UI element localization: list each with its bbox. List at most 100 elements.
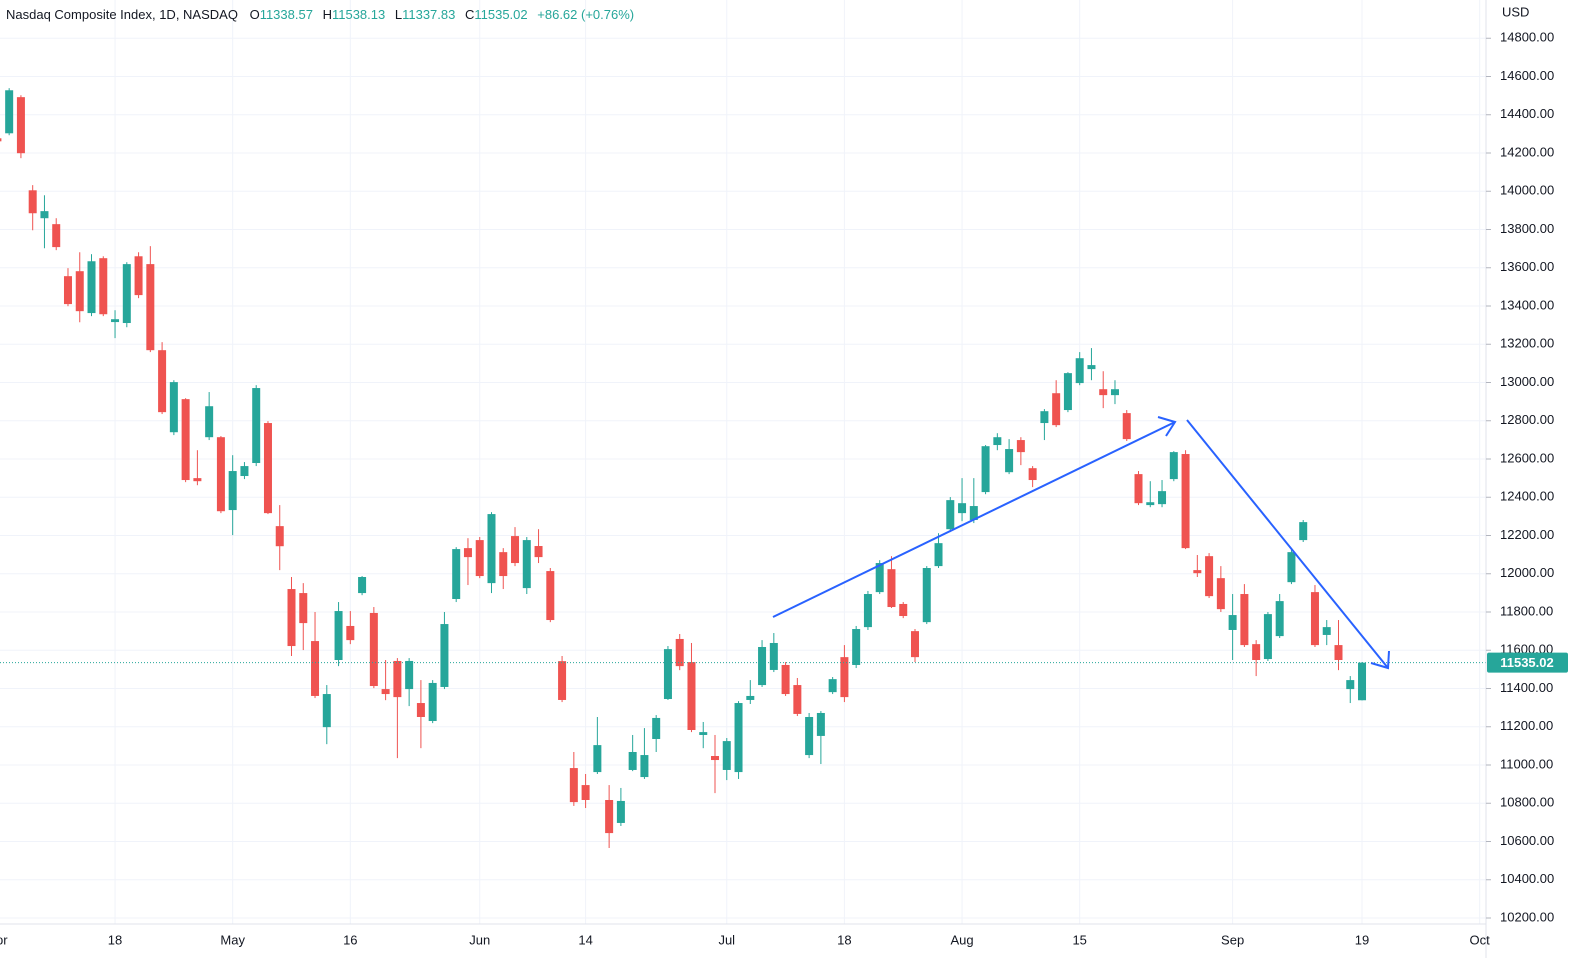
candle-body: [181, 399, 190, 481]
candle-body: [1005, 449, 1014, 473]
x-tick-label: Apr: [0, 932, 8, 947]
x-tick-label: Sep: [1221, 932, 1244, 947]
candle-body: [1299, 522, 1308, 541]
time-axis: Apr 18 May 16 Jun 14 Jul 18 Aug 15 Sep 19 Oct: [0, 932, 1490, 947]
candle-body: [781, 664, 790, 695]
y-tick-label: 14600.00: [1500, 68, 1554, 83]
candle-body: [581, 785, 590, 800]
candle-body: [1169, 452, 1178, 480]
candle-body: [240, 466, 249, 477]
candle-body: [852, 629, 861, 665]
x-tick-label: 16: [343, 932, 357, 947]
candle-body: [711, 756, 720, 761]
y-tick-label: 12400.00: [1500, 489, 1554, 504]
candle-body: [958, 503, 967, 514]
candle-body: [499, 552, 508, 577]
candle-body: [275, 526, 284, 547]
arrow-head: [1370, 650, 1390, 670]
y-tick-label: 13800.00: [1500, 221, 1554, 236]
symbol-title: Nasdaq Composite Index, 1D, NASDAQ: [6, 7, 238, 22]
candle-body: [369, 612, 378, 687]
low-value: 11337.83: [402, 7, 455, 22]
x-tick-label: 18: [837, 932, 851, 947]
candle-body: [299, 593, 308, 624]
last-price-label: 11535.02: [1500, 655, 1554, 670]
candle-body: [0, 138, 2, 142]
candle-body: [993, 437, 1002, 446]
candle-body: [405, 660, 414, 690]
candle-body: [169, 382, 178, 433]
y-tick-label: 13000.00: [1500, 374, 1554, 389]
y-tick-label: 14000.00: [1500, 183, 1554, 198]
change: +86.62 (+0.76%): [537, 7, 634, 22]
candle-body: [522, 540, 531, 589]
candle-body: [1040, 411, 1049, 424]
candle-body: [769, 642, 778, 670]
y-tick-label: 12200.00: [1500, 527, 1554, 542]
y-tick-label: 14200.00: [1500, 144, 1554, 159]
candle-body: [687, 662, 696, 731]
candle-body: [805, 716, 814, 756]
currency: USD: [1502, 4, 1529, 19]
candle-body: [1263, 614, 1272, 660]
candle-body: [1134, 474, 1143, 504]
candle-body: [99, 258, 108, 315]
y-tick-label: 10200.00: [1500, 909, 1554, 924]
candle-body: [1099, 389, 1108, 396]
candle-body: [946, 500, 955, 530]
y-tick-label: 11000.00: [1500, 756, 1553, 771]
candle-body: [111, 319, 120, 323]
y-tick-label: 13600.00: [1500, 259, 1554, 274]
candle-body: [652, 717, 661, 739]
candle-body: [569, 768, 578, 803]
ohlc-label: C: [465, 7, 474, 22]
y-tick-label: 14800.00: [1500, 30, 1554, 45]
candle-body: [393, 660, 402, 698]
candle-body: [1310, 592, 1319, 646]
candle-body: [193, 478, 202, 482]
candle-body: [52, 224, 61, 248]
candle-body: [1358, 662, 1367, 701]
x-tick-label: 15: [1072, 932, 1086, 947]
candle-body: [722, 741, 731, 770]
candle-body: [1158, 491, 1167, 505]
candle-body: [75, 271, 84, 312]
candle-body: [216, 437, 225, 512]
ohlc-label: O: [250, 7, 260, 22]
candle-body: [640, 755, 649, 778]
candles: [0, 88, 1486, 849]
candle-body: [934, 543, 943, 567]
candle-body: [899, 603, 908, 617]
header: Nasdaq Composite Index, 1D, NASDAQ O 1133…: [6, 7, 634, 22]
candle-body: [334, 611, 343, 661]
candle-body: [463, 548, 472, 558]
candle-body: [1052, 393, 1061, 426]
candle-body: [558, 661, 567, 700]
candle-body: [546, 571, 555, 621]
candle-body: [863, 594, 872, 628]
candle-body: [1146, 502, 1155, 506]
candle-body: [511, 536, 520, 564]
candle-body: [628, 751, 637, 770]
candle-body: [311, 641, 320, 696]
candle-body: [675, 638, 684, 667]
y-tick-label: 10800.00: [1500, 795, 1554, 810]
candle-body: [1016, 440, 1025, 453]
high-value: 11538.13: [332, 7, 385, 22]
candle-body: [416, 703, 425, 717]
x-tick-label: May: [220, 932, 245, 947]
candle-body: [1087, 365, 1096, 370]
candle-body: [922, 568, 931, 623]
y-tick-label: 11800.00: [1500, 603, 1553, 618]
y-tick-label: 10400.00: [1500, 871, 1554, 886]
candle-body: [1216, 578, 1225, 610]
candle-body: [1181, 454, 1190, 549]
candle-body: [1205, 556, 1214, 597]
candle-body: [1110, 389, 1119, 396]
candle-body: [263, 423, 272, 514]
candle-body: [969, 506, 978, 521]
candle-body: [28, 190, 37, 214]
x-tick-label: Jul: [718, 932, 735, 947]
candle-body: [87, 261, 96, 314]
candle-body: [1252, 644, 1261, 661]
